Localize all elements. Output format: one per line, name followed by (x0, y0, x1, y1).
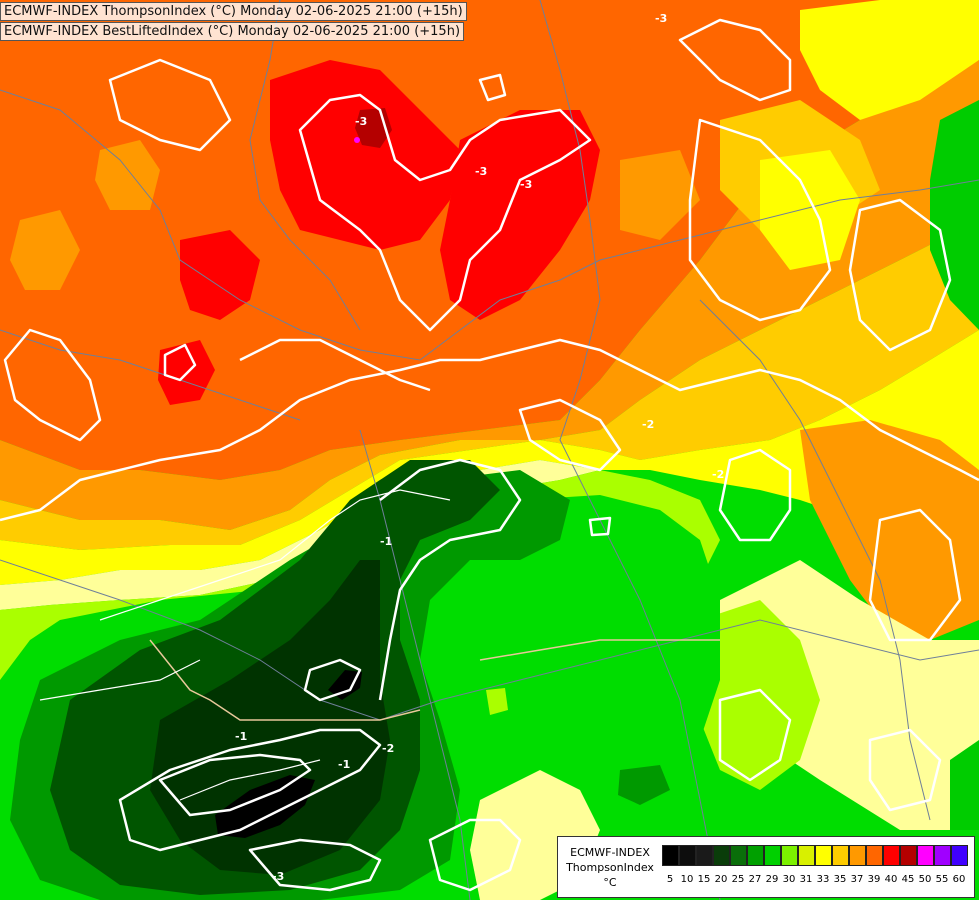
contour-label: -1 (235, 730, 247, 743)
legend-tick-label: 25 (731, 874, 745, 885)
map-title-line1: ECMWF-INDEX ThompsonIndex (°C) Monday 02… (0, 2, 467, 21)
contour-label: -3 (475, 165, 487, 178)
field-red-3 (180, 230, 260, 320)
contour-label: -2 (712, 468, 724, 481)
legend-swatch (747, 845, 764, 866)
legend-tick-label: 55 (935, 874, 949, 885)
field-yellow-north-3 (760, 150, 860, 270)
country-borders-tan (149, 639, 720, 721)
legend-tick-label: 20 (714, 874, 728, 885)
field-yellow-north (800, 0, 979, 120)
contour-label: -3 (355, 115, 367, 128)
field-yellow-orange (0, 220, 979, 550)
legend-swatch (781, 845, 798, 866)
field-very-dark-green (150, 560, 390, 875)
field-yellow (0, 330, 979, 610)
contour-label: -3 (272, 870, 284, 883)
field-orange (0, 60, 979, 530)
field-orange-blob-1 (95, 140, 160, 210)
legend-tick-label: 29 (765, 874, 779, 885)
legend-swatch (679, 845, 696, 866)
legend-swatch (849, 845, 866, 866)
contour-label: -2 (382, 742, 394, 755)
legend-swatch (815, 845, 832, 866)
legend-swatch (917, 845, 934, 866)
legend-swatch (798, 845, 815, 866)
legend-title: ECMWF-INDEX (570, 846, 650, 859)
legend-tick-label: 10 (680, 874, 694, 885)
legend-swatch (951, 845, 968, 866)
contour-label: -2 (642, 418, 654, 431)
color-legend: ECMWF-INDEX ThompsonIndex °C 5 10 15 20 25 27… (557, 836, 975, 898)
legend-swatch (934, 845, 951, 866)
legend-swatch (832, 845, 849, 866)
field-orange-blob-2 (10, 210, 80, 290)
field-red-1 (270, 60, 460, 250)
bli-contours-thin (39, 489, 451, 801)
legend-swatch (713, 845, 730, 866)
legend-swatch (900, 845, 917, 866)
legend-swatch (883, 845, 900, 866)
field-black-1 (215, 775, 315, 838)
field-orange-blob-3 (620, 150, 700, 240)
legend-variable: ThompsonIndex (566, 861, 654, 874)
legend-swatch (866, 845, 883, 866)
legend-swatch (662, 845, 679, 866)
field-east-orange (800, 420, 979, 640)
legend-tick-label: 50 (918, 874, 932, 885)
contour-labels: -3 -3 -3 -3 -2 -2 -1 -1 -2 -1 -3 (235, 12, 724, 883)
legend-tick-label: 5 (666, 874, 674, 885)
legend-swatch (730, 845, 747, 866)
legend-tick-label: 45 (901, 874, 915, 885)
field-right-green-2 (950, 740, 979, 830)
legend-tick-label: 27 (748, 874, 762, 885)
field-light-green-east (700, 600, 820, 790)
field-right-green (930, 100, 979, 330)
contour-label: -3 (655, 12, 667, 25)
legend-tick-label: 30 (782, 874, 796, 885)
legend-tick-label: 60 (952, 874, 966, 885)
legend-tick-label: 31 (799, 874, 813, 885)
legend-swatch (696, 845, 713, 866)
legend-tick-label: 15 (697, 874, 711, 885)
legend-tick-label: 39 (867, 874, 881, 885)
legend-tick-label: 40 (884, 874, 898, 885)
bli-contours (0, 18, 979, 892)
legend-swatch (764, 845, 781, 866)
field-red-2 (440, 110, 600, 320)
legend-unit: °C (603, 876, 617, 889)
contour-label: -1 (338, 758, 350, 771)
legend-tick-label: 35 (833, 874, 847, 885)
field-magenta-dot (354, 137, 360, 143)
legend-text: ECMWF-INDEX ThompsonIndex °C (562, 845, 658, 890)
contour-label: -3 (520, 178, 532, 191)
field-yellow-spot-1 (486, 688, 508, 715)
field-green-spot-1 (618, 765, 670, 805)
contour-label: -1 (380, 535, 392, 548)
legend-tick-label: 37 (850, 874, 864, 885)
legend-tick-label: 33 (816, 874, 830, 885)
map-title-line2: ECMWF-INDEX BestLiftedIndex (°C) Monday … (0, 22, 465, 41)
field-black-2 (328, 670, 362, 700)
